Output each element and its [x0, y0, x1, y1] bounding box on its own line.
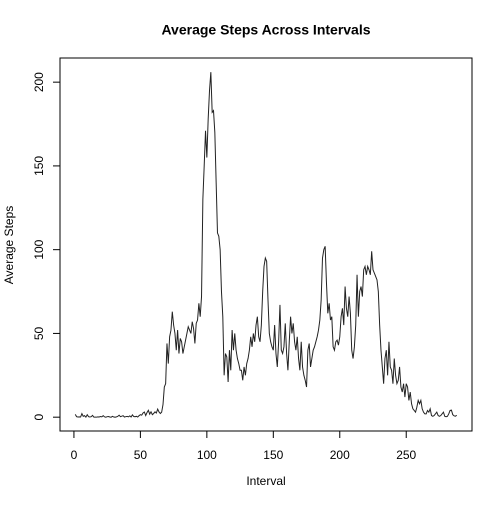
chart-title: Average Steps Across Intervals: [161, 22, 370, 38]
x-tick-label: 50: [134, 448, 148, 462]
y-tick-label: 50: [32, 326, 46, 340]
y-axis-label: Average Steps: [2, 206, 16, 285]
y-tick-label: 100: [32, 239, 46, 259]
data-line: [74, 72, 458, 419]
x-tick-label: 200: [330, 448, 350, 462]
plot-box: [59, 57, 473, 432]
y-tick-label: 200: [32, 72, 46, 92]
x-tick-label: 250: [396, 448, 416, 462]
y-tick-label: 0: [32, 414, 46, 421]
x-tick-label: 100: [197, 448, 217, 462]
x-tick-label: 150: [263, 448, 283, 462]
x-tick-label: 0: [71, 448, 78, 462]
x-axis-label: Interval: [246, 474, 285, 488]
y-tick-label: 150: [32, 156, 46, 176]
